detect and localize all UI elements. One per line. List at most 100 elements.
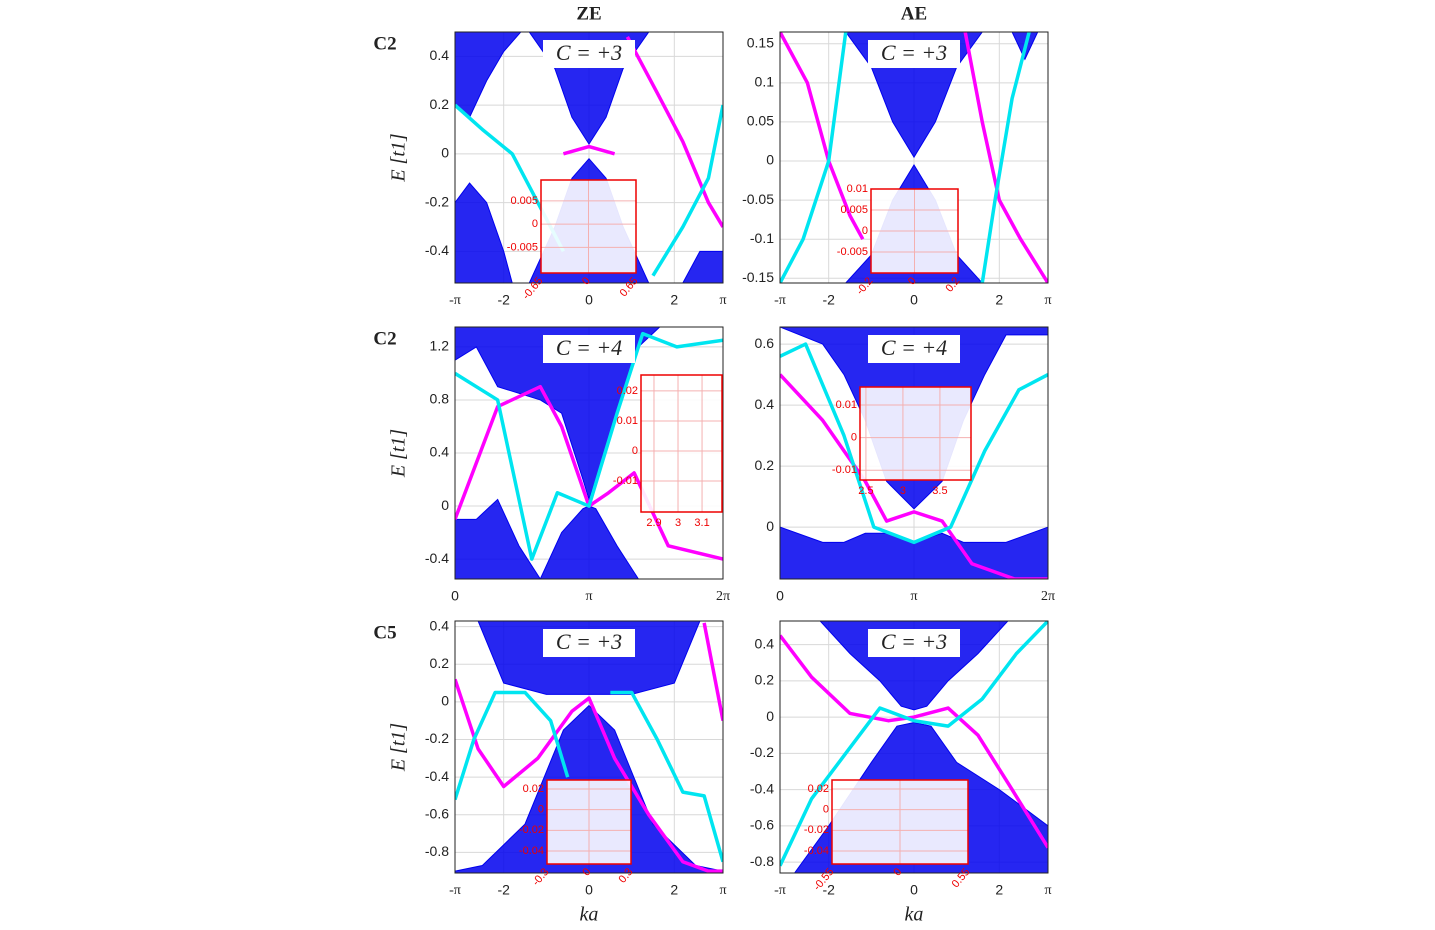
- inset-y-tick-label: 0: [632, 445, 638, 457]
- inset-y-tick-label: 0.01: [847, 183, 868, 195]
- x-tick-label: π: [910, 589, 917, 604]
- row-label: C5: [373, 622, 396, 643]
- inset-y-tick-label: 0: [538, 804, 544, 816]
- y-tick-label: 0.2: [755, 457, 775, 473]
- y-tick-label: -0.6: [750, 817, 774, 833]
- bulk-band: [455, 182, 513, 283]
- y-axis-label: E [t1]: [388, 429, 410, 478]
- inset-box: [870, 188, 959, 274]
- x-tick-label: 2: [995, 292, 1003, 308]
- axes-box: [454, 326, 724, 580]
- inset-y-tick-label: 0.01: [836, 399, 857, 411]
- inset-x-tick-label: 2.5: [858, 485, 873, 497]
- inset-x-tick-label: 3.1: [694, 517, 709, 529]
- y-tick-label: 0: [441, 693, 449, 709]
- x-tick-label: π: [1044, 293, 1051, 308]
- inset-background: [860, 387, 971, 480]
- annotation-box: [543, 335, 635, 363]
- edge-state: [625, 36, 723, 228]
- y-tick-label: 0.4: [755, 396, 775, 412]
- inset-x-tick-label: 3.5: [932, 485, 947, 497]
- inset-x-tick-label: 2.9: [646, 517, 661, 529]
- y-tick-label: -0.15: [742, 269, 774, 285]
- y-tick-label: 0.4: [755, 635, 775, 651]
- annotation-box: [868, 40, 960, 68]
- annotation-box: [868, 335, 960, 363]
- axes-box: [454, 620, 724, 874]
- inset-x-tick-label: 3: [900, 485, 906, 497]
- inset-y-tick-label: -0.005: [837, 246, 868, 258]
- inset-y-tick-label: 0.005: [510, 195, 538, 207]
- x-tick-label: 0: [910, 882, 918, 898]
- annotation: C = +3: [556, 629, 622, 654]
- inset-y-tick-label: 0: [851, 431, 857, 443]
- x-tick-label: -π: [774, 883, 786, 898]
- column-title: ZE: [576, 3, 601, 24]
- y-tick-label: 0.2: [755, 672, 775, 688]
- y-tick-label: -0.05: [742, 191, 774, 207]
- panel: 0.40.20-0.2-0.4-0.6-0.8-π -2 0 2 πC = +3-0.3…: [373, 617, 726, 925]
- edge-state: [780, 621, 1048, 867]
- panel: 0.15 0.1 0.05 0 -0.05 -0.1 -0.15-π -2 0 2 π C = +3 -…: [742, 3, 1051, 308]
- edge-state: [455, 678, 723, 873]
- y-tick-label: -0.4: [425, 768, 449, 784]
- edge-state: [780, 373, 1048, 579]
- edge-state: [780, 32, 848, 283]
- inset-box: [640, 374, 723, 513]
- inset-y-tick-label: 0: [823, 804, 829, 816]
- y-tick-label: 0.4: [430, 444, 450, 460]
- x-tick-label: -2: [497, 292, 510, 308]
- y-tick-label: 0: [766, 518, 774, 534]
- x-tick-label: π: [1044, 883, 1051, 898]
- x-tick-label: 2: [670, 882, 678, 898]
- panel: 0.40.20-0.2-0.4-0.6-0.8-π -2 0 2 πC = +3-0.5…: [750, 620, 1052, 926]
- bulk-band: [682, 250, 723, 283]
- edge-state: [455, 690, 570, 801]
- x-axis-label: ka: [905, 904, 924, 926]
- x-tick-label: -π: [449, 293, 461, 308]
- y-tick-label: -0.6: [425, 805, 449, 821]
- x-axis-label: ka: [580, 904, 599, 926]
- axes-box: [779, 620, 1049, 874]
- inset-box: [540, 179, 637, 274]
- y-tick-label: -0.2: [425, 193, 449, 209]
- inset-y-tick-label: 0.01: [617, 415, 638, 427]
- y-tick-label: 0.2: [430, 96, 450, 112]
- edge-state: [651, 104, 723, 277]
- inset-y-tick-label: 0.02: [617, 385, 638, 397]
- edge-state: [562, 144, 616, 156]
- y-axis-label: E [t1]: [388, 133, 410, 182]
- annotation-box: [868, 629, 960, 657]
- y-tick-label: 1.2: [430, 338, 450, 354]
- y-tick-label: 0.2: [430, 655, 450, 671]
- inset-box: [859, 386, 972, 481]
- panel: 0.6 0.4 0.2 0 0 π 2π C = +4 2.5 3 3.5 0.01 0 -0.01: [755, 326, 1055, 604]
- x-tick-label: 0: [451, 588, 459, 604]
- panel: 0.40.20-0.2-0.4-π -2 0 2 πC = +3-0.65 0 0.650.…: [373, 3, 726, 308]
- bulk-band: [819, 621, 1009, 711]
- inset-x-tick-label: 3: [675, 517, 681, 529]
- x-tick-label: 2π: [716, 589, 730, 604]
- y-tick-label: -0.4: [750, 780, 774, 796]
- row-label: C2: [373, 328, 396, 349]
- y-tick-label: -0.1: [750, 230, 774, 246]
- x-tick-label: -π: [774, 293, 786, 308]
- annotation: C = +4: [556, 335, 622, 360]
- edge-state: [980, 32, 1031, 283]
- inset-y-tick-label: 0.02: [808, 783, 829, 795]
- y-tick-label: -0.2: [425, 730, 449, 746]
- y-tick-label: 0.15: [747, 34, 774, 50]
- y-tick-label: 0.6: [755, 335, 775, 351]
- inset-box: [546, 779, 632, 865]
- annotation: C = +3: [556, 40, 622, 65]
- annotation-box: [543, 629, 635, 657]
- annotation-box: [543, 40, 635, 68]
- inset-y-tick-label: -0.02: [804, 824, 829, 836]
- x-tick-label: 2: [670, 292, 678, 308]
- inset-y-tick-label: 0.005: [840, 204, 868, 216]
- edge-state: [963, 32, 1048, 283]
- y-tick-label: 0.1: [755, 74, 775, 90]
- edge-state: [610, 690, 723, 863]
